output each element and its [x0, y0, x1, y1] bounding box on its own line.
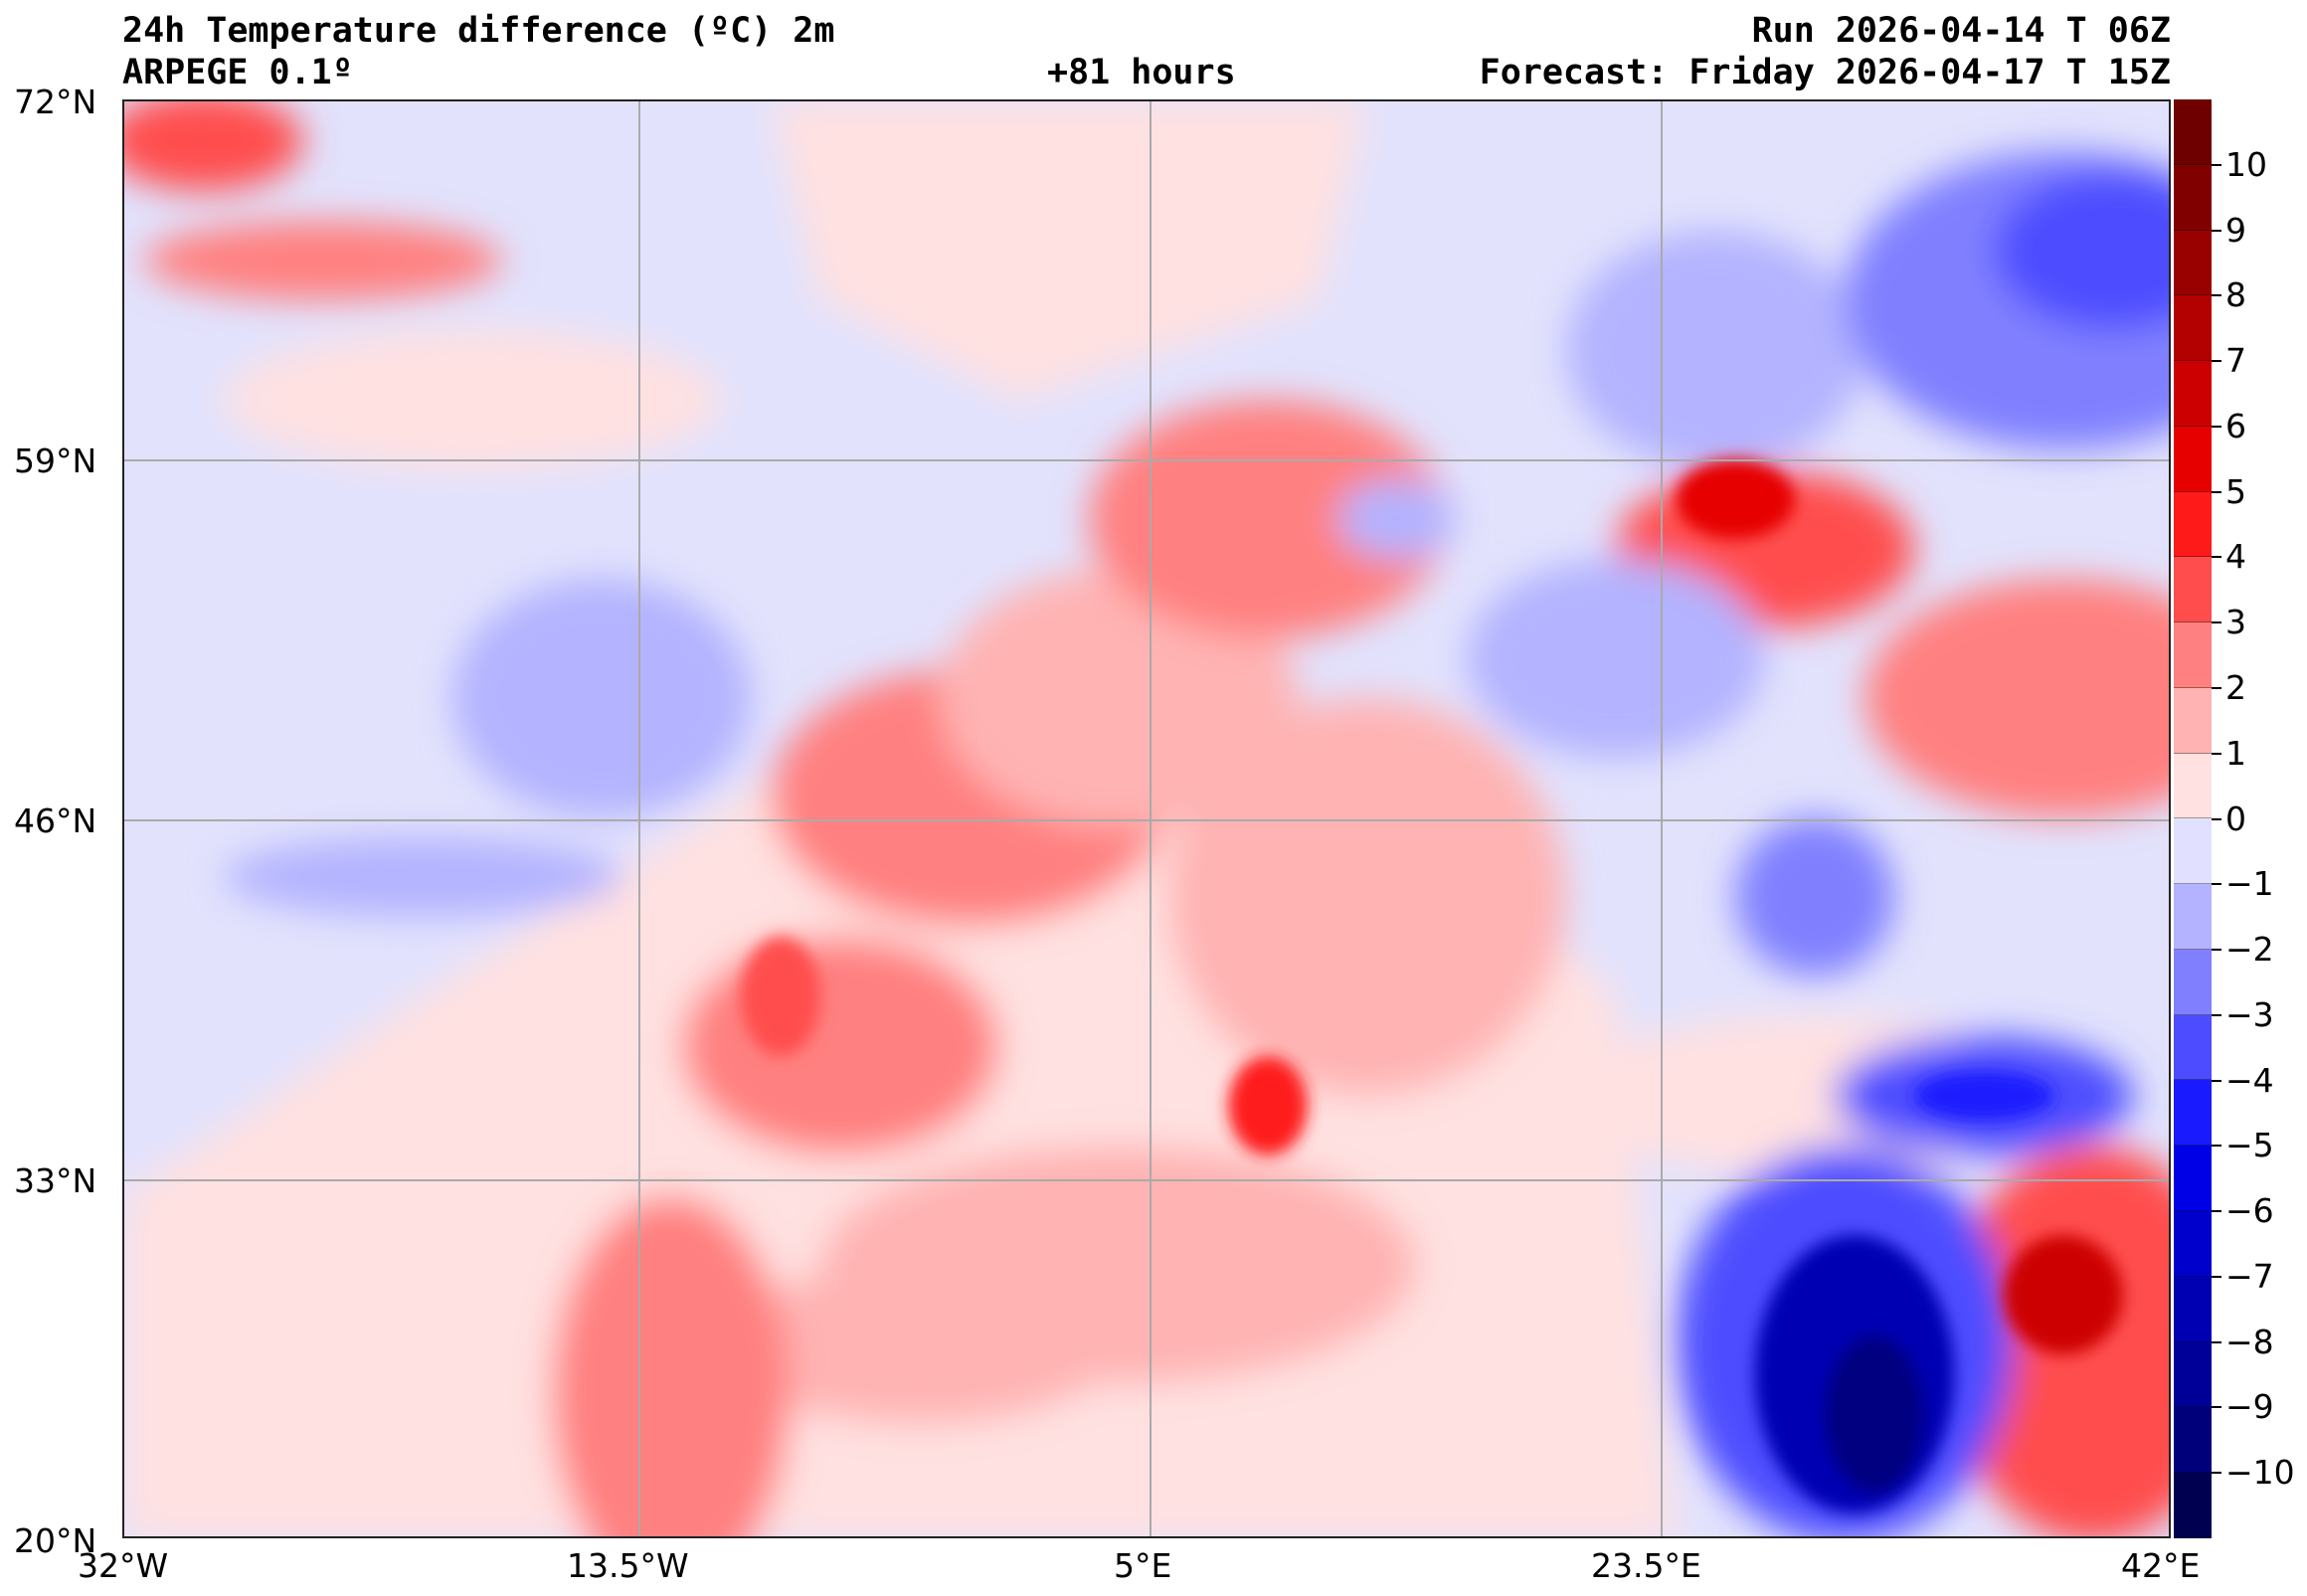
colorbar-tick-label: −4: [2225, 1060, 2274, 1100]
temperature-difference-map: [122, 99, 2171, 1538]
colorbar-tick-mark: [2212, 163, 2221, 166]
colorbar-tick-mark: [2212, 1145, 2221, 1148]
lon-label: 13.5°W: [567, 1546, 689, 1585]
model-name: ARPEGE 0.1º: [122, 53, 353, 92]
lon-label: 23.5°E: [1591, 1546, 1701, 1585]
forecast-time: Forecast: Friday 2026-04-17 T 15Z: [1479, 53, 2171, 92]
colorbar-tick-label: 3: [2225, 603, 2246, 642]
colorbar-tick-label: 4: [2225, 537, 2246, 577]
strong-anomalies: [741, 459, 2123, 1513]
colorbar-tick-mark: [2212, 1472, 2221, 1475]
colorbar-tick-mark: [2212, 752, 2221, 755]
colorbar-bin: [2174, 1341, 2212, 1408]
lon-label: 32°W: [78, 1546, 169, 1585]
colorbar-tick-mark: [2212, 425, 2221, 428]
colorbar-bin: [2174, 1211, 2212, 1277]
colorbar-tick-mark: [2212, 556, 2221, 559]
lat-label: 46°N: [14, 801, 97, 840]
colorbar-tick-label: −6: [2225, 1191, 2274, 1231]
colorbar-bin: [2174, 818, 2212, 885]
map-title: 24h Temperature difference (ºC) 2m: [122, 11, 835, 51]
colorbar-tick-mark: [2212, 1079, 2221, 1082]
lead-time: +81 hours: [1047, 53, 1236, 92]
colorbar-tick-mark: [2212, 1210, 2221, 1213]
colorbar: [2174, 99, 2212, 1538]
colorbar-bin: [2174, 164, 2212, 231]
colorbar-tick-label: −2: [2225, 930, 2274, 970]
lat-label: 59°N: [14, 442, 97, 480]
colorbar-bin: [2174, 1014, 2212, 1081]
colorbar-bin: [2174, 1473, 2212, 1538]
colorbar-tick-label: 6: [2225, 406, 2246, 445]
colorbar-tick-mark: [2212, 686, 2221, 689]
colorbar-bin: [2174, 1146, 2212, 1212]
colorbar-tick-mark: [2212, 229, 2221, 232]
colorbar-bin: [2174, 361, 2212, 427]
colorbar-tick-label: 1: [2225, 733, 2246, 773]
colorbar-tick-label: −7: [2225, 1256, 2274, 1296]
colorbar-tick-mark: [2212, 1013, 2221, 1016]
colorbar-tick-label: −5: [2225, 1126, 2274, 1165]
colorbar-tick-label: 0: [2225, 798, 2246, 838]
colorbar-tick-label: 8: [2225, 275, 2246, 315]
graticule: [124, 101, 2169, 1536]
colorbar-bin: [2174, 622, 2212, 688]
colorbar-tick-mark: [2212, 621, 2221, 624]
colorbar-tick-mark: [2212, 294, 2221, 297]
colorbar-tick-mark: [2212, 883, 2221, 886]
colorbar-tick-label: 2: [2225, 667, 2246, 707]
lat-label: 33°N: [14, 1161, 97, 1200]
colorbar-tick-mark: [2212, 360, 2221, 363]
colorbar-bin: [2174, 491, 2212, 558]
colorbar-tick-mark: [2212, 1406, 2221, 1409]
lon-label: 42°E: [2121, 1546, 2201, 1585]
colorbar-tick-label: 5: [2225, 471, 2246, 511]
colorbar-tick-label: 9: [2225, 210, 2246, 250]
colorbar-bin: [2174, 557, 2212, 623]
anomaly-field: [124, 101, 2169, 1536]
colorbar-tick-mark: [2212, 1275, 2221, 1278]
run-time: Run 2026-04-14 T 06Z: [1751, 11, 2171, 51]
colorbar-tick-label: −9: [2225, 1387, 2274, 1427]
colorbar-tick-mark: [2212, 490, 2221, 493]
colorbar-tick-label: −1: [2225, 864, 2274, 904]
colorbar-bin: [2174, 1276, 2212, 1342]
colorbar-tick-label: 7: [2225, 341, 2246, 381]
colorbar-bin: [2174, 295, 2212, 362]
colorbar-bin: [2174, 949, 2212, 1015]
colorbar-bin: [2174, 1080, 2212, 1147]
colorbar-tick-label: −3: [2225, 994, 2274, 1034]
colorbar-tick-mark: [2212, 949, 2221, 952]
colorbar-tick-label: −8: [2225, 1322, 2274, 1361]
lat-label: 20°N: [14, 1521, 97, 1560]
colorbar-bin: [2174, 884, 2212, 950]
colorbar-bin: [2174, 426, 2212, 492]
colorbar-tick-mark: [2212, 1340, 2221, 1343]
lat-label: 72°N: [14, 83, 97, 121]
colorbar-bin: [2174, 687, 2212, 754]
colorbar-bin: [2174, 1407, 2212, 1474]
colorbar-bin: [2174, 753, 2212, 819]
colorbar-tick-label: −10: [2225, 1453, 2295, 1493]
lon-label: 5°E: [1114, 1546, 1172, 1585]
colorbar-tick-mark: [2212, 817, 2221, 820]
colorbar-tick-label: 10: [2225, 144, 2267, 184]
colorbar-bin: [2174, 230, 2212, 296]
map-field: [124, 101, 2169, 1536]
colorbar-bin: [2174, 99, 2212, 165]
